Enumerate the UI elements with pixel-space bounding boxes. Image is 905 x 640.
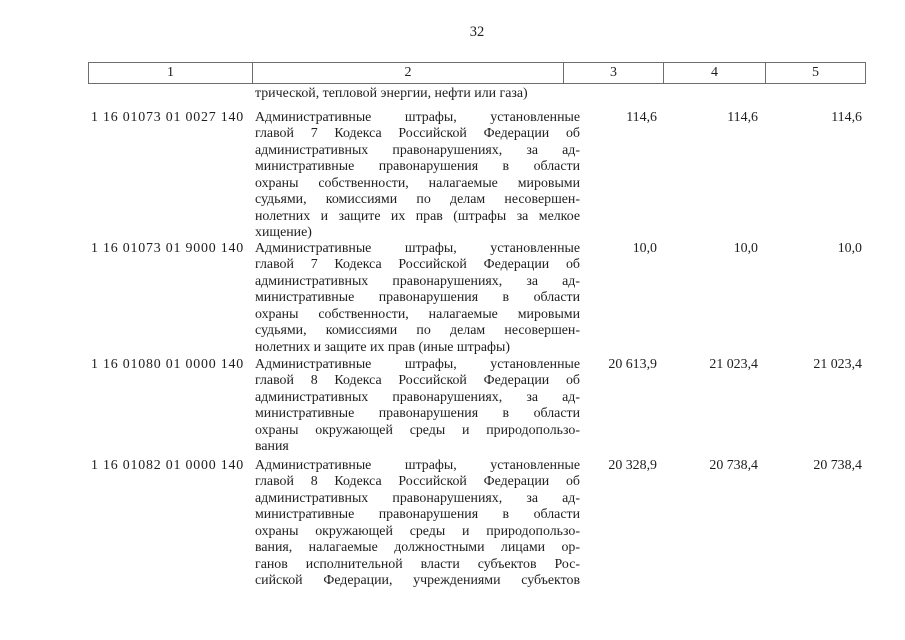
amount-column-4: 10,0 (733, 241, 758, 256)
description-line: судьями, комиссиями по делам несовершен- (255, 192, 580, 208)
row-description: Административные штрафы, установленные гл… (255, 241, 580, 356)
description-line: министративные правонарушения в области (255, 290, 580, 306)
amount-column-3: 10,0 (632, 241, 657, 256)
description-line: главой 7 Кодекса Российской Федерации об (255, 257, 580, 273)
row-description: Административные штрафы, установленные гл… (255, 357, 580, 456)
row-code: 1 16 01080 01 0000 140 (91, 357, 245, 372)
description-line: охраны окружающей среды и природопользо- (255, 422, 580, 438)
row-code: 1 16 01073 01 0027 140 (91, 110, 245, 125)
amount-column-4: 114,6 (727, 110, 758, 125)
description-line: административных правонарушениях, за ад- (255, 142, 580, 158)
description-line: Административные штрафы, установленные (255, 110, 580, 125)
description-line: Административные штрафы, установленные (255, 357, 580, 372)
description-line: нолетних и защите их прав (иные штрафы) (255, 339, 510, 355)
column-header-2: 2 (253, 63, 564, 83)
description-line: хищение) (255, 225, 312, 241)
description-line: вания (255, 439, 289, 455)
description-line: главой 8 Кодекса Российской Федерации об (255, 474, 580, 490)
amount-column-5: 114,6 (831, 110, 862, 125)
description-line: Административные штрафы, установленные (255, 458, 580, 473)
column-header-4: 4 (664, 63, 766, 83)
description-line: нолетних и защите их прав (штрафы за мел… (255, 208, 580, 224)
amount-column-4: 21 023,4 (709, 357, 758, 372)
amount-column-5: 10,0 (837, 241, 862, 256)
column-header-5: 5 (812, 65, 819, 80)
row-description: Административные штрафы, установленные гл… (255, 458, 580, 590)
description-line: министративные правонарушения в области (255, 507, 580, 523)
description-line: вания, налагаемые должностными лицами ор… (255, 540, 580, 556)
column-header-3: 3 (564, 63, 664, 83)
description-line: главой 8 Кодекса Российской Федерации об (255, 373, 580, 389)
amount-column-5: 21 023,4 (813, 357, 862, 372)
row-continuation-text: трической, тепловой энергии, нефти или г… (255, 86, 528, 101)
description-line: ганов исполнительной власти субъектов Ро… (255, 556, 580, 572)
description-line: охраны собственности, налагаемые мировым… (255, 306, 580, 322)
table-column-header-row: 1 2 3 4 5 (88, 62, 866, 84)
amount-column-5: 20 738,4 (813, 458, 862, 473)
description-line: министративные правонарушения в области (255, 406, 580, 422)
amount-column-3: 20 613,9 (608, 357, 657, 372)
row-code: 1 16 01082 01 0000 140 (91, 458, 245, 473)
row-description: Административные штрафы, установленные гл… (255, 110, 580, 242)
row-code: 1 16 01073 01 9000 140 (91, 241, 245, 256)
description-line: административных правонарушениях, за ад- (255, 273, 580, 289)
amount-column-4: 20 738,4 (709, 458, 758, 473)
description-line: Административные штрафы, установленные (255, 241, 580, 256)
column-header-1: 1 (89, 63, 253, 83)
amount-column-3: 20 328,9 (608, 458, 657, 473)
page-number: 32 (469, 24, 485, 40)
description-line: министративные правонарушения в области (255, 159, 580, 175)
description-line: судьями, комиссиями по делам несовершен- (255, 323, 580, 339)
amount-column-3: 114,6 (626, 110, 657, 125)
description-line: главой 7 Кодекса Российской Федерации об (255, 126, 580, 142)
description-line: административных правонарушениях, за ад- (255, 490, 580, 506)
description-line: сийской Федерации, учреждениями субъекто… (255, 573, 580, 589)
description-line: охраны собственности, налагаемые мировым… (255, 175, 580, 191)
description-line: охраны окружающей среды и природопользо- (255, 523, 580, 539)
description-line: административных правонарушениях, за ад- (255, 389, 580, 405)
